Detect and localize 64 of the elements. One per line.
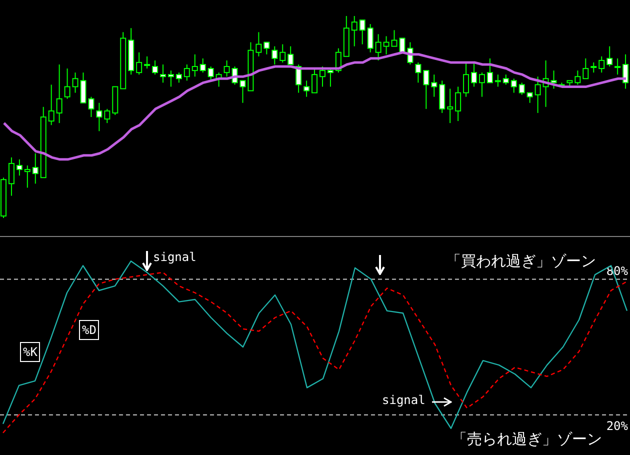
- candlestick: [463, 62, 470, 98]
- candlestick: [478, 72, 485, 98]
- candlestick: [56, 64, 62, 124]
- candlestick: [160, 64, 166, 84]
- candlestick: [168, 70, 174, 88]
- annotation: 「売られ過ぎ」ゾーン: [452, 430, 602, 448]
- candlestick: [264, 42, 270, 55]
- candlestick: [104, 108, 110, 124]
- candlestick: [423, 70, 430, 110]
- candlestick: [518, 82, 525, 96]
- candlestick: [614, 58, 621, 76]
- candlestick: [16, 158, 22, 176]
- candlestick: [288, 46, 294, 65]
- series-label: %K: [20, 342, 40, 362]
- candlestick: [32, 152, 38, 184]
- candlestick: [486, 58, 493, 84]
- candlestick: [582, 58, 589, 80]
- annotation: 「買われ過ぎ」ゾーン: [446, 252, 596, 270]
- candlestick: [590, 62, 597, 74]
- candlestick: [224, 60, 230, 78]
- candlestick: [534, 76, 541, 114]
- candlestick: [304, 80, 310, 98]
- candlestick: [136, 52, 142, 76]
- candlestick: [64, 68, 70, 100]
- series-label: %D: [79, 320, 100, 340]
- annotation: signal: [153, 249, 196, 266]
- candlestick: [367, 24, 374, 53]
- candlestick: [526, 92, 533, 104]
- candlestick: [502, 74, 509, 86]
- candlestick: [471, 62, 478, 88]
- candlestick: [622, 54, 629, 90]
- candlestick: [359, 20, 366, 45]
- candlestick: [192, 54, 198, 78]
- candlestick: [176, 72, 182, 84]
- candlestick: [184, 64, 190, 82]
- candlestick: [455, 86, 462, 122]
- candlestick: [256, 32, 262, 57]
- annotation: signal: [382, 392, 426, 409]
- candlestick: [574, 70, 581, 86]
- candlestick: [152, 60, 158, 76]
- candlestick: [494, 74, 501, 88]
- ref-line-label: 20%: [606, 418, 629, 433]
- candlestick: [598, 56, 605, 74]
- candlestick: [510, 78, 517, 94]
- candlestick: [550, 70, 557, 90]
- candlestick: [200, 58, 206, 74]
- candlestick: [431, 74, 438, 98]
- candlestick: [48, 84, 54, 126]
- candlestick: [96, 102, 102, 132]
- candlestick: [8, 156, 14, 196]
- candlestick: [447, 88, 454, 124]
- candlestick: [383, 36, 390, 55]
- candlestick: [415, 62, 422, 84]
- candlestick: [272, 46, 278, 65]
- candlestick: [351, 16, 358, 47]
- candlestick: [144, 56, 150, 70]
- candlestick: [280, 44, 286, 63]
- candlestick: [88, 96, 94, 118]
- candlestick: [375, 34, 382, 61]
- candlestick: [312, 68, 318, 94]
- candlestick: [208, 66, 214, 82]
- candlestick: [24, 164, 30, 188]
- candlestick: [319, 66, 326, 88]
- candlestick: [606, 46, 613, 67]
